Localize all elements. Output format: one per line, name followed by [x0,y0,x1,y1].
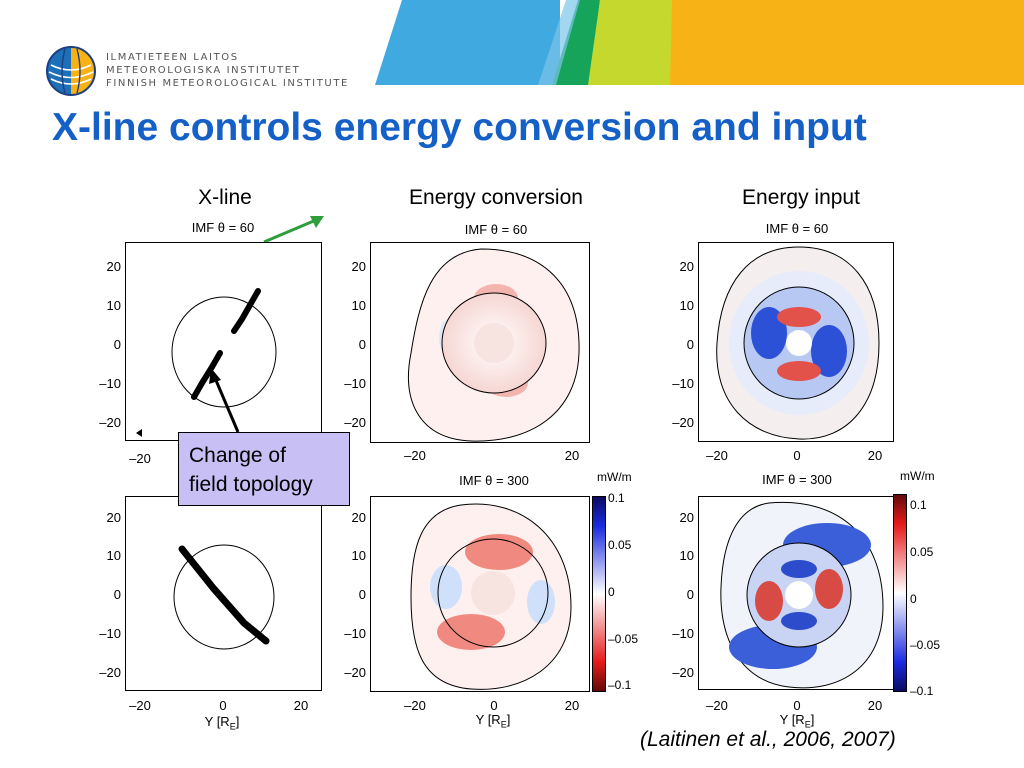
y-tick: –20 [344,665,366,680]
band-green [552,0,600,85]
y-tick: 10 [679,298,694,313]
y-tick: –20 [99,415,121,430]
column-header-energy-input: Energy input [742,186,860,209]
logo-line-1: ILMATIETEEN LAITOS [106,52,239,63]
band-lime [588,0,672,85]
y-tick: 0 [686,337,694,352]
cb-mid-tick: 0.05 [608,538,632,552]
plot-xline-bottom [125,496,322,691]
callout-line-2: field topology [189,473,313,496]
x-axis-label-xline: Y [RE] [204,714,240,732]
y-tick: 10 [679,548,694,563]
y-tick: 0 [686,587,694,602]
y-tick: –10 [344,376,366,391]
y-tick: 10 [106,548,121,563]
panel-title-input-top: IMF θ = 60 [765,221,829,236]
y-tick: –10 [672,626,694,641]
y-tick: –10 [99,376,121,391]
callout-box: Change of field topology [178,432,350,506]
y-tick: 10 [351,298,366,313]
panel-title-conversion-top: IMF θ = 60 [464,222,528,237]
x-tick: 20 [293,698,309,713]
y-tick: 20 [679,510,694,525]
y-tick: 20 [106,259,121,274]
cb-right-tick: –0.1 [910,684,934,698]
x-tick: 0 [219,698,227,713]
y-tick: 0 [358,587,366,602]
y-tick: 0 [113,587,121,602]
cb-mid-tick: –0.1 [608,678,632,692]
column-header-energy-conversion: Energy conversion [409,186,583,209]
cb-right-tick: 0 [910,592,917,606]
y-tick: 20 [351,510,366,525]
panel-title-xline-top: IMF θ = 60 [191,220,255,235]
y-tick: –10 [99,626,121,641]
plot-input-bottom [698,496,894,690]
y-tick: 10 [106,298,121,313]
band-blue [375,0,560,85]
cb-right-tick: 0.05 [910,545,934,559]
colorbar-unit-input: mW/m [900,469,935,483]
y-tick: –20 [672,415,694,430]
x-tick: –20 [706,448,728,463]
header-bands [375,0,1024,85]
x-tick: –20 [404,698,426,713]
x-tick: 20 [564,698,580,713]
x-tick: –20 [129,698,151,713]
green-arrow-icon [263,216,324,244]
colorbar-input [893,494,907,692]
x-tick: 20 [564,448,580,463]
plot-conversion-top [370,242,590,443]
logo-line-3: FINNISH METEOROLOGICAL INSTITUTE [106,78,349,89]
panel-title-conversion-bottom: IMF θ = 300 [459,473,529,488]
y-tick: 20 [106,510,121,525]
cb-mid-tick: 0.1 [608,491,625,505]
x-tick: –20 [404,448,426,463]
y-tick: 20 [679,259,694,274]
y-tick: 0 [358,337,366,352]
cb-right-tick: 0.1 [910,498,927,512]
column-header-xline: X-line [198,186,252,209]
band-light [538,0,580,85]
slide-title: X-line controls energy conversion and in… [52,106,867,149]
colorbar-unit-conversion: mW/m [597,470,632,484]
fmi-logo-icon [46,46,96,96]
x-tick: –20 [129,451,151,466]
y-tick: –20 [672,665,694,680]
citation: (Laitinen et al., 2006, 2007) [640,728,896,751]
x-tick: 20 [867,698,883,713]
callout-line-1: Change of [189,444,286,467]
x-axis-label-conversion: Y [RE] [475,712,511,730]
x-tick: 0 [793,448,801,463]
cb-mid-tick: 0 [608,585,615,599]
x-tick: 0 [490,698,498,713]
band-orange [670,0,1024,85]
y-tick: 20 [351,259,366,274]
plot-conversion-bottom [370,496,590,692]
plot-xline-top [125,242,322,441]
y-tick: –10 [672,376,694,391]
cb-right-tick: –0.05 [910,638,941,652]
colorbar-conversion [592,496,606,692]
y-tick: 0 [113,337,121,352]
y-tick: –20 [99,665,121,680]
x-tick: 20 [867,448,883,463]
x-axis-label-input: Y [RE] [779,712,815,730]
y-tick: –20 [344,415,366,430]
y-tick: 10 [351,548,366,563]
logo-line-2: METEOROLOGISKA INSTITUTET [106,65,301,76]
plot-input-top [698,242,894,442]
x-tick: –20 [706,698,728,713]
cb-mid-tick: –0.05 [608,632,639,646]
y-tick: –10 [344,626,366,641]
callout-arrow-icon [209,368,240,433]
panel-title-input-bottom: IMF θ = 300 [762,472,832,487]
x-tick: 0 [793,698,801,713]
